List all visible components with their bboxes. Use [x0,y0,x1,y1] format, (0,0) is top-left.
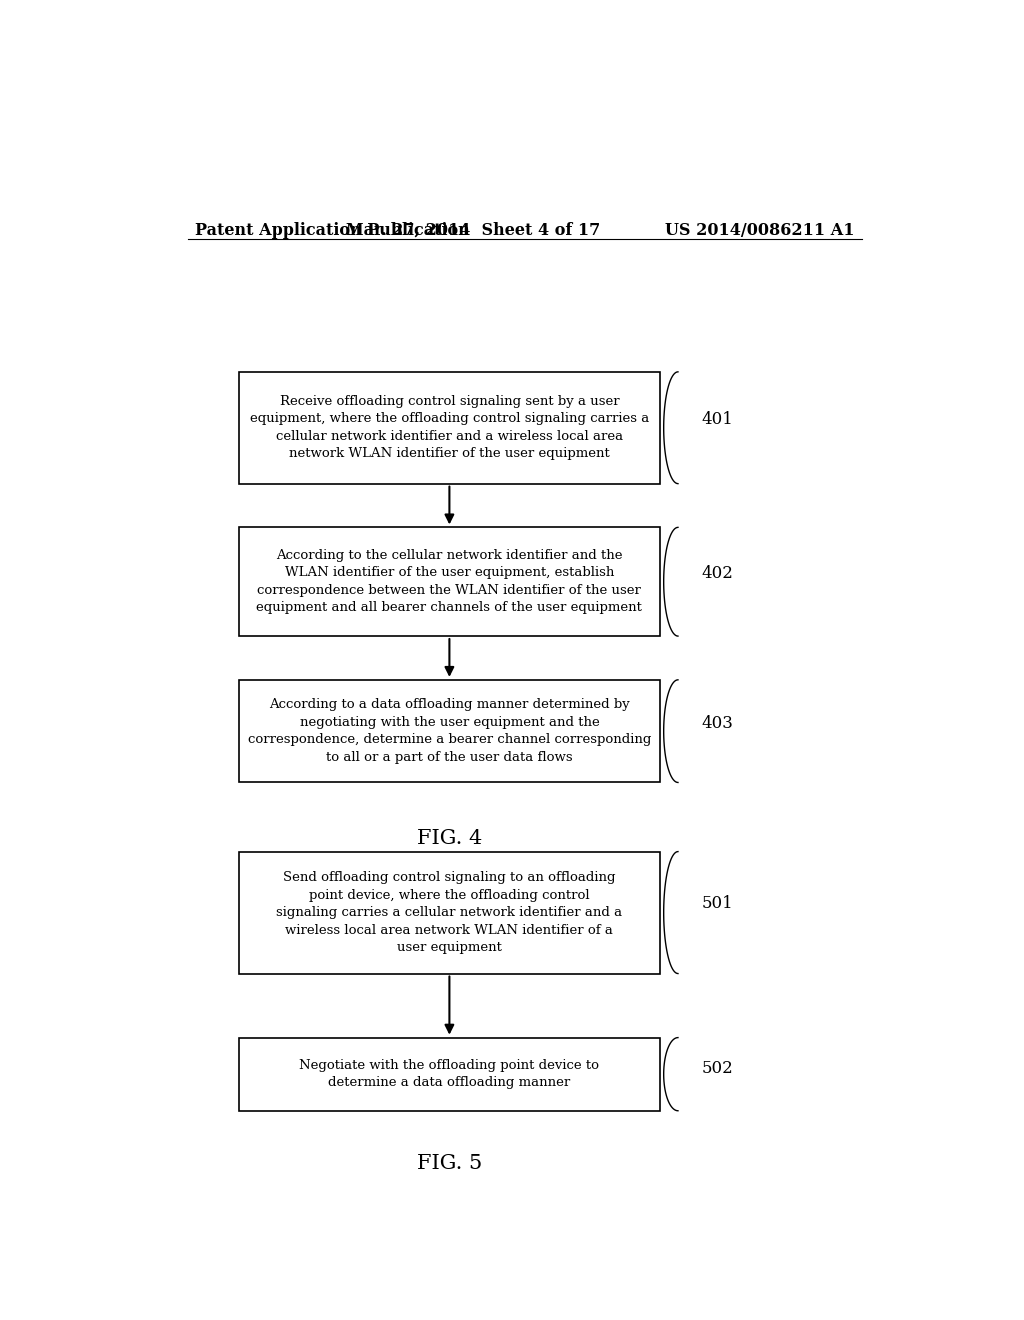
Text: 501: 501 [701,895,733,912]
Text: 403: 403 [701,715,733,733]
Text: According to a data offloading manner determined by
negotiating with the user eq: According to a data offloading manner de… [248,698,651,764]
Text: FIG. 5: FIG. 5 [417,1154,482,1173]
Text: US 2014/0086211 A1: US 2014/0086211 A1 [665,222,854,239]
Text: Receive offloading control signaling sent by a user
equipment, where the offload: Receive offloading control signaling sen… [250,395,649,461]
FancyBboxPatch shape [240,528,659,636]
Text: 502: 502 [701,1060,733,1077]
Text: Negotiate with the offloading point device to
determine a data offloading manner: Negotiate with the offloading point devi… [299,1059,599,1089]
Text: 402: 402 [701,565,733,582]
Text: FIG. 4: FIG. 4 [417,829,482,847]
Text: 401: 401 [701,411,733,428]
Text: Mar. 27, 2014  Sheet 4 of 17: Mar. 27, 2014 Sheet 4 of 17 [346,222,600,239]
Text: Send offloading control signaling to an offloading
point device, where the offlo: Send offloading control signaling to an … [276,871,623,954]
Text: According to the cellular network identifier and the
WLAN identifier of the user: According to the cellular network identi… [256,549,642,615]
FancyBboxPatch shape [240,680,659,783]
FancyBboxPatch shape [240,372,659,483]
Text: Patent Application Publication: Patent Application Publication [196,222,470,239]
FancyBboxPatch shape [240,851,659,974]
FancyBboxPatch shape [240,1038,659,1110]
